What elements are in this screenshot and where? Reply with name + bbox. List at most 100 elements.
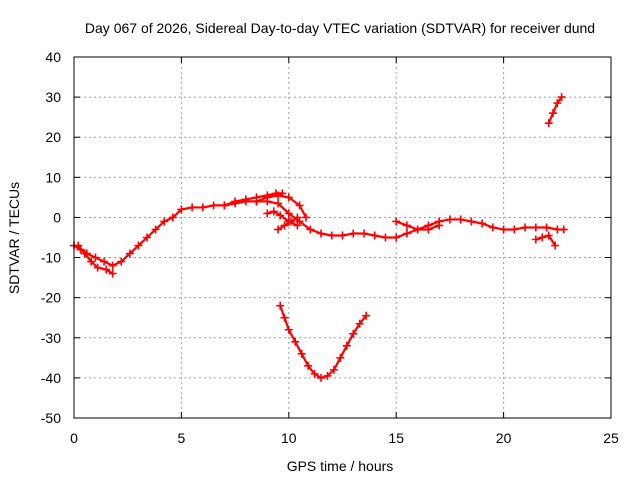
data-point: [297, 349, 306, 358]
x-tick-label: 10: [281, 430, 297, 446]
data-point: [544, 231, 553, 240]
data-point: [456, 215, 465, 224]
data-point: [263, 193, 272, 202]
data-point: [284, 193, 293, 202]
data-point: [402, 221, 411, 230]
data-point: [392, 217, 401, 226]
series-satellite-track-10: [544, 93, 566, 128]
data-point: [134, 241, 143, 250]
data-point: [269, 207, 278, 216]
data-series: [70, 93, 568, 382]
data-point: [151, 225, 160, 234]
data-point: [317, 229, 326, 238]
data-point: [336, 353, 345, 362]
data-point: [209, 201, 218, 210]
data-point: [274, 199, 283, 208]
data-point: [306, 225, 315, 234]
y-tick-label: 40: [45, 49, 61, 65]
data-point: [488, 223, 497, 232]
data-point: [87, 257, 96, 266]
data-point: [74, 241, 83, 250]
x-tick-label: 20: [496, 430, 512, 446]
data-point: [231, 199, 240, 208]
data-point: [143, 233, 152, 242]
data-point: [559, 225, 568, 234]
series-satellite-track-1: [70, 189, 287, 270]
x-axis-tick-labels: 0 5 10 15 20 25: [70, 430, 619, 446]
data-point: [445, 215, 454, 224]
y-tick-label: 30: [45, 89, 61, 105]
data-point: [359, 229, 368, 238]
data-point: [160, 217, 169, 226]
data-point: [342, 341, 351, 350]
data-point: [91, 253, 100, 262]
y-tick-label: 10: [45, 169, 61, 185]
data-point: [538, 233, 547, 242]
y-tick-label: -20: [41, 290, 61, 306]
y-axis-tick-labels: 40 30 20 10 0 -10 -20 -30 -40 -50: [41, 49, 61, 426]
data-point: [551, 241, 560, 250]
data-point: [370, 231, 379, 240]
data-point: [274, 191, 283, 200]
series-line: [534, 234, 557, 247]
data-point: [284, 209, 293, 218]
series-satellite-track-2: [74, 241, 117, 278]
y-tick-label: 0: [53, 209, 61, 225]
data-point: [241, 197, 250, 206]
data-point: [362, 311, 371, 320]
series-line: [223, 200, 565, 239]
x-tick-label: 5: [178, 430, 186, 446]
data-point: [402, 229, 411, 238]
data-point: [198, 203, 207, 212]
data-point: [510, 225, 519, 234]
data-point: [310, 369, 319, 378]
data-point: [117, 257, 126, 266]
data-point: [549, 109, 558, 118]
data-point: [317, 373, 326, 382]
data-point: [478, 219, 487, 228]
data-point: [102, 265, 111, 274]
data-point: [499, 225, 508, 234]
data-point: [168, 213, 177, 222]
data-point: [531, 235, 540, 244]
data-point: [100, 257, 109, 266]
data-point: [93, 263, 102, 272]
data-point: [327, 231, 336, 240]
y-tick-label: -10: [41, 250, 61, 266]
series-satellite-track-3: [220, 197, 568, 242]
x-tick-label: 15: [388, 430, 404, 446]
data-point: [424, 225, 433, 234]
data-point: [125, 249, 134, 258]
data-point: [252, 197, 261, 206]
data-point: [392, 233, 401, 242]
data-point: [557, 93, 566, 102]
data-point: [338, 231, 347, 240]
series-satellite-track-9: [276, 301, 371, 382]
data-point: [435, 221, 444, 230]
series-satellite-track-6: [274, 213, 302, 234]
chart-title: Day 067 of 2026, Sidereal Day-to-day VTE…: [85, 20, 595, 36]
data-point: [304, 361, 313, 370]
data-point: [293, 213, 302, 222]
data-point: [276, 301, 285, 310]
x-tick-label: 25: [603, 430, 619, 446]
data-point: [413, 225, 422, 234]
data-point: [544, 119, 553, 128]
series-satellite-track-7: [392, 217, 444, 234]
series-line: [547, 96, 563, 125]
y-tick-label: -40: [41, 370, 61, 386]
y-axis-title: SDTVAR / TECUs: [6, 182, 22, 294]
data-point: [531, 223, 540, 232]
data-point: [295, 217, 304, 226]
data-point: [295, 201, 304, 210]
data-point: [276, 211, 285, 220]
y-tick-label: -30: [41, 330, 61, 346]
data-point: [80, 249, 89, 258]
data-point: [177, 205, 186, 214]
data-point: [291, 337, 300, 346]
data-point: [284, 325, 293, 334]
data-point: [280, 221, 289, 230]
data-point: [188, 203, 197, 212]
x-tick-label: 0: [70, 430, 78, 446]
